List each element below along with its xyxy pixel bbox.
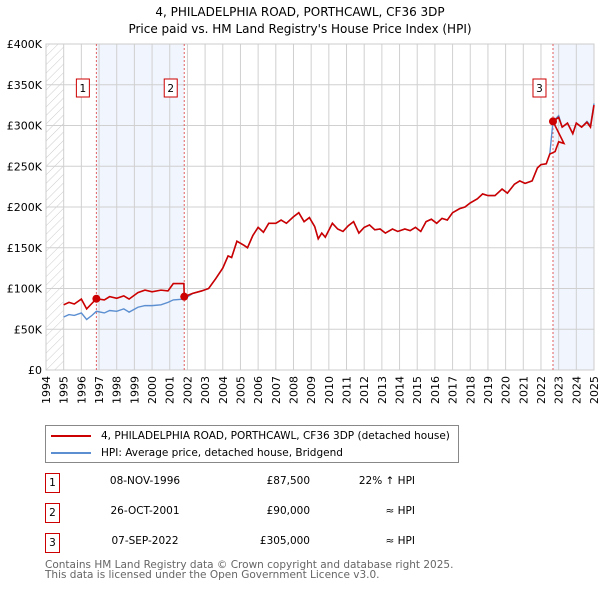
x-tick-label: 2002 [181,376,194,404]
x-tick-label: 2017 [447,376,460,404]
sale-price: £90,000 [266,505,310,517]
x-tick-label: 2014 [394,376,407,404]
x-tick-label: 2003 [199,376,212,404]
sale-label-box [163,78,178,98]
y-tick-label: £0 [28,364,42,377]
sale-point [92,294,101,303]
sale-price: £87,500 [266,475,310,487]
y-tick-label: £350K [7,79,43,92]
y-tick-label: £150K [7,242,43,255]
footer-licence: This data is licensed under the Open Gov… [45,569,380,581]
footer: Contains HM Land Registry data © Crown c… [45,559,454,581]
legend-swatch-blue [51,452,91,454]
sale-label-text: 3 [536,83,543,95]
x-tick-label: 1994 [40,376,53,404]
x-tick-label: 2016 [429,376,442,404]
property-price-line [63,104,595,311]
sale-price: £305,000 [259,535,310,547]
x-tick-label: 2021 [517,376,530,404]
y-tick-label: £250K [7,160,43,173]
x-tick-label: 2022 [535,376,548,404]
x-tick-label: 2004 [217,376,230,404]
legend-item-property: 4, PHILADELPHIA ROAD, PORTHCAWL, CF36 3D… [46,428,450,444]
x-tick-label: 2024 [570,376,583,404]
x-tick-label: 1996 [75,376,88,404]
sale-date: 08-NOV-1996 [109,475,181,487]
sale-hpi-compare: 22% ↑ HPI [358,475,415,487]
legend-item-hpi: HPI: Average price, detached house, Brid… [46,445,343,461]
x-tick-label: 2023 [553,376,566,404]
y-tick-label: £200K [7,201,43,214]
chart-title: 4, PHILADELPHIA ROAD, PORTHCAWL, CF36 3D… [155,5,445,19]
x-tick-label: 2006 [252,376,265,404]
sale-date: 07-SEP-2022 [111,535,179,547]
y-tick-label: £300K [7,120,43,133]
sale-label-text: 2 [167,83,174,95]
sale-point [180,292,189,301]
chart-plot: 1994 1995 1996 1997 1998 1999 2000 2001 2002 2003… [7,38,600,404]
x-tick-label: 1999 [128,376,141,404]
x-tick-label: 1997 [93,376,106,404]
x-tick-label: 2009 [305,376,318,404]
x-tick-label: 1998 [111,376,124,404]
sale-marker-badge: 2 [45,503,60,523]
x-tick-label: 2019 [482,376,495,404]
chart-subtitle: Price paid vs. HM Land Registry's House … [128,22,472,36]
sale-hpi-compare: ≈ HPI [385,535,415,547]
sale-label-badge: 1 [75,78,90,98]
legend-label: HPI: Average price, detached house, Brid… [101,447,343,459]
legend-swatch-red [51,435,91,437]
x-tick-label: 2005 [234,376,247,404]
sale-label-badge: 3 [532,78,547,98]
x-tick-label: 2000 [146,376,159,404]
sale-label-badge: 2 [163,78,178,98]
legend-label: 4, PHILADELPHIA ROAD, PORTHCAWL, CF36 3D… [101,430,450,442]
x-tick-label: 2001 [164,376,177,404]
sale-date: 26-OCT-2001 [110,505,180,517]
sale-marker-badge: 3 [45,533,60,553]
x-tick-label: 2012 [358,376,371,404]
x-tick-label: 2007 [270,376,283,404]
x-tick-label: 2020 [500,376,513,404]
y-tick-label: £400K [7,38,43,51]
x-tick-label: 2015 [411,376,424,404]
x-tick-label: 2010 [323,376,336,404]
legend: 4, PHILADELPHIA ROAD, PORTHCAWL, CF36 3D… [45,425,459,463]
sale-hpi-compare: ≈ HPI [385,505,415,517]
footer-copyright: Contains HM Land Registry data © Crown c… [45,559,454,571]
x-tick-label: 1995 [58,376,71,404]
x-tick-label: 2011 [341,376,354,404]
x-tick-label: 2013 [376,376,389,404]
sale-label-text: 1 [80,83,87,95]
y-tick-label: £100K [7,283,43,296]
sale-marker-badge: 1 [45,473,60,493]
x-tick-label: 2025 [588,376,600,404]
x-tick-label: 2008 [287,376,300,404]
sale-point [548,117,557,126]
sale-label-box [75,78,90,98]
sale-label-box [532,78,547,98]
y-tick-label: £50K [14,323,43,336]
x-tick-label: 2018 [464,376,477,404]
plot-border [45,43,595,371]
